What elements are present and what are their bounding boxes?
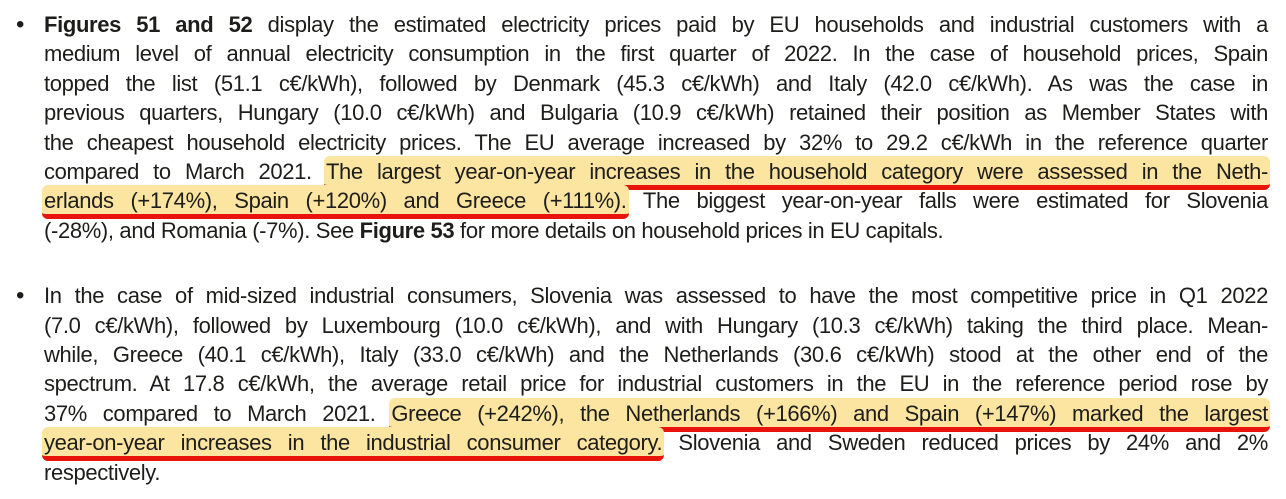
text-line: erlands (+174%), Spain (+120%) and Greec… xyxy=(42,185,1268,220)
text-line: respectively. xyxy=(44,458,1268,487)
text-segment: for more details on household prices in … xyxy=(454,217,944,243)
text-segment: medium level of annual electricity consu… xyxy=(44,41,1268,67)
paragraph: Figures 51 and 52 display the estimated … xyxy=(42,10,1270,245)
bullet-marker: • xyxy=(16,282,25,310)
highlighted-text: erlands (+174%), Spain (+120%) and Greec… xyxy=(42,185,629,220)
text-line: while, Greece (40.1 c€/kWh), Italy (33.0… xyxy=(44,340,1268,369)
text-segment: 37% compared to March 2021. xyxy=(44,400,392,426)
text-line: (-28%), and Romania (-7%). See Figure 53… xyxy=(44,216,1268,245)
text-segment: previous quarters, Hungary (10.0 c€/kWh)… xyxy=(44,100,1268,126)
text-segment: The biggest year-on-year falls were esti… xyxy=(626,188,1268,214)
text-line: previous quarters, Hungary (10.0 c€/kWh)… xyxy=(44,98,1268,127)
text-segment: the cheapest household electricity price… xyxy=(44,129,1268,155)
text-segment: (-28%), and Romania (-7%). See xyxy=(44,217,360,243)
document-page: • Figures 51 and 52 display the estimated… xyxy=(0,10,1270,487)
text-line: (7.0 c€/kWh), followed by Luxembourg (10… xyxy=(44,311,1268,340)
text-segment: (7.0 c€/kWh), followed by Luxembourg (10… xyxy=(44,312,1268,338)
text-segment: compared to March 2021. xyxy=(44,159,326,185)
text-line: medium level of annual electricity consu… xyxy=(44,39,1268,68)
bullet-marker: • xyxy=(16,11,25,38)
text-segment: In the case of mid-sized industrial cons… xyxy=(44,283,1268,309)
text-line: topped the list (51.1 c€/kWh), followed … xyxy=(44,69,1268,98)
text-line: year-on-year increases in the industrial… xyxy=(42,427,1268,462)
text-line: compared to March 2021. The largest year… xyxy=(44,156,1270,191)
highlighted-text: Greece (+242%), the Netherlands (+166%) … xyxy=(389,397,1270,432)
text-segment: display the estimated electricity prices… xyxy=(252,12,1269,37)
bold-text: Figure 53 xyxy=(359,217,455,243)
text-segment: while, Greece (40.1 c€/kWh), Italy (33.0… xyxy=(44,342,1268,368)
highlighted-text: The largest year-on-year increases in th… xyxy=(323,156,1270,191)
highlighted-text: year-on-year increases in the industrial… xyxy=(42,427,665,462)
bullet-item: • Figures 51 and 52 display the estimated… xyxy=(0,10,1270,245)
bullet-item: • In the case of mid-sized industrial con… xyxy=(0,281,1270,487)
text-segment: respectively. xyxy=(44,459,161,485)
text-line: In the case of mid-sized industrial cons… xyxy=(44,281,1268,310)
text-line: Figures 51 and 52 display the estimated … xyxy=(44,10,1268,39)
text-line: spectrum. At 17.8 c€/kWh, the average re… xyxy=(44,369,1268,398)
text-segment: Slovenia and Sweden reduced prices by 24… xyxy=(662,430,1268,456)
text-line: the cheapest household electricity price… xyxy=(44,128,1268,157)
paragraph: In the case of mid-sized industrial cons… xyxy=(42,281,1270,487)
text-segment: topped the list (51.1 c€/kWh), followed … xyxy=(44,70,1268,96)
text-segment: spectrum. At 17.8 c€/kWh, the average re… xyxy=(44,371,1268,397)
bullet-list: • Figures 51 and 52 display the estimated… xyxy=(0,10,1270,487)
text-line: 37% compared to March 2021. Greece (+242… xyxy=(44,397,1270,432)
bold-text: Figures 51 and 52 xyxy=(44,12,253,37)
